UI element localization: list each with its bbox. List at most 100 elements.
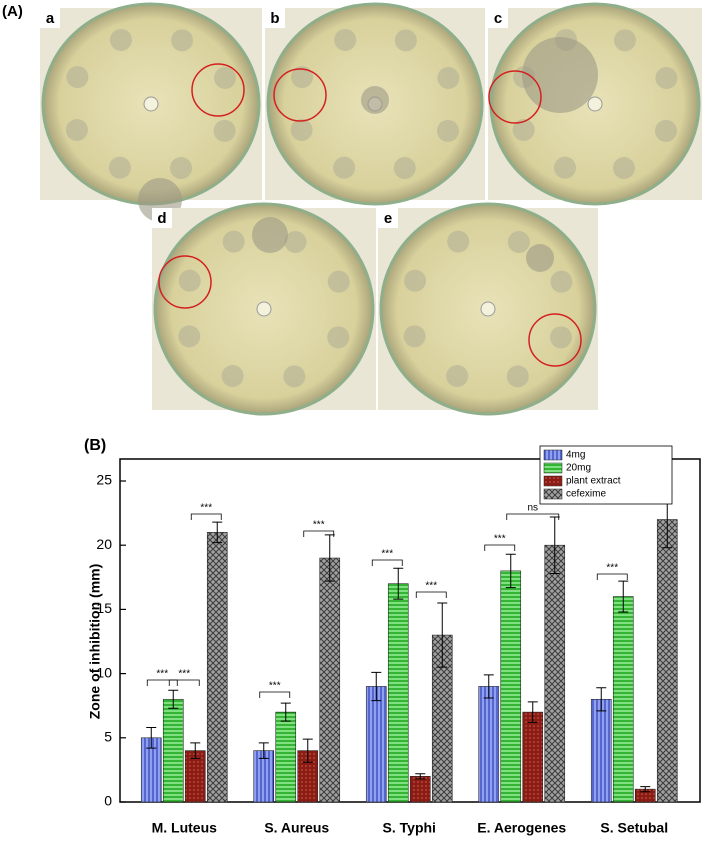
- bar: [522, 711, 544, 803]
- inhibition-zone: [108, 156, 131, 179]
- bar: [590, 698, 612, 803]
- inhibition-zone: [404, 269, 427, 292]
- legend-swatch: [543, 488, 563, 500]
- inhibition-zone: [291, 66, 314, 89]
- highlight-circle: [158, 255, 212, 309]
- inhibition-zone: [178, 325, 201, 348]
- inhibition-zone: [549, 326, 572, 349]
- inhibition-zone: [178, 269, 201, 292]
- bar: [275, 711, 297, 803]
- highlight-circle: [488, 70, 542, 124]
- inhibition-zone: [65, 118, 88, 141]
- inhibition-zone: [446, 364, 469, 387]
- inhibition-zone: [507, 231, 530, 254]
- inhibition-zone: [170, 157, 193, 180]
- error-bar: [146, 727, 157, 749]
- inhibition-zone: [66, 66, 89, 89]
- significance-label: ***: [425, 581, 437, 592]
- error-bar: [258, 742, 269, 759]
- x-tick-label: M. Luteus: [152, 820, 218, 836]
- inhibition-zone: [283, 365, 306, 388]
- inhibition-zone: [171, 29, 194, 52]
- bar: [500, 570, 522, 803]
- error-bar: [168, 689, 179, 709]
- inhibition-zone: [550, 270, 573, 293]
- inhibition-zone: [447, 230, 470, 253]
- plate-label-bg: [488, 8, 508, 28]
- inhibition-zone: [403, 325, 426, 348]
- bar: [319, 557, 341, 803]
- significance-bracket: [146, 679, 178, 686]
- bar-chart: 0 5 10 15 20 25 Zone of inhibition (mm) M. Lute…: [87, 445, 701, 836]
- well: [256, 301, 272, 317]
- legend-swatch: [543, 449, 563, 461]
- bar: [478, 686, 500, 803]
- inhibition-zone: [334, 28, 357, 51]
- inhibition-zone: [512, 118, 535, 141]
- significance-bracket: [168, 679, 200, 686]
- inhibition-zone: [222, 230, 245, 253]
- plate-label: d: [157, 210, 166, 227]
- error-bar: [505, 553, 516, 589]
- y-tick-label: 5: [104, 729, 112, 745]
- inhibition-zone: [214, 67, 237, 90]
- inhibition-zone: [327, 326, 350, 349]
- y-tick-label: 0: [104, 793, 112, 809]
- plate-label: c: [494, 10, 502, 27]
- x-tick-label: S. Typhi: [383, 820, 436, 836]
- x-tick-label: E. Aerogenes: [477, 820, 566, 836]
- bar: [544, 544, 566, 803]
- inhibition-zone: [327, 270, 350, 293]
- inhibition-zone: [612, 157, 635, 180]
- error-bar: [280, 702, 291, 722]
- significance-bracket: [506, 513, 560, 520]
- inhibition-zone: [109, 28, 132, 51]
- significance-label: ***: [494, 534, 506, 545]
- inhibition-zone: [436, 119, 459, 142]
- bar: [387, 583, 409, 803]
- inhibition-zone: [654, 119, 677, 142]
- inhibition-zone: [290, 118, 313, 141]
- error-bar: [596, 687, 607, 712]
- inhibition-zone: [284, 231, 307, 254]
- legend-label: plant extract: [566, 476, 621, 487]
- significance-label: ***: [156, 669, 168, 680]
- plate-photos: a b c d e: [40, 2, 702, 416]
- plate-label-bg: [265, 8, 285, 28]
- bar: [612, 596, 634, 803]
- significance-label: ***: [178, 669, 190, 680]
- error-bar: [302, 738, 313, 763]
- inhibition-zone: [213, 119, 236, 142]
- error-bar: [212, 521, 223, 544]
- inhibition-zone: [252, 217, 288, 253]
- inhibition-zone: [437, 67, 460, 90]
- highlight-circle: [273, 68, 327, 122]
- error-bar: [371, 671, 382, 702]
- well: [587, 96, 603, 112]
- highlight-circle: [528, 313, 582, 367]
- legend-swatch: [543, 475, 563, 487]
- error-bar: [190, 742, 201, 759]
- panel-label: (A): [2, 3, 23, 20]
- significance-label: ***: [269, 681, 281, 692]
- plate-label-bg: [152, 208, 172, 228]
- error-bar: [527, 701, 538, 723]
- y-tick-label: 10: [96, 664, 112, 680]
- inhibition-zone: [221, 364, 244, 387]
- bar: [409, 776, 431, 803]
- x-tick-label: S. Setubal: [600, 820, 668, 836]
- bar: [365, 686, 387, 803]
- y-tick-label: 25: [96, 472, 112, 488]
- inhibition-zone: [393, 157, 416, 180]
- y-tick-label: 15: [96, 600, 112, 616]
- error-bar: [618, 580, 629, 613]
- inhibition-zone: [553, 156, 576, 179]
- inhibition-zone: [333, 156, 356, 179]
- significance-bracket: [259, 691, 291, 698]
- error-bar: [483, 674, 494, 699]
- legend-label: 4mg: [566, 450, 585, 461]
- y-tick-label: 20: [96, 536, 112, 552]
- bar: [162, 698, 184, 803]
- significance-label: ***: [200, 503, 212, 514]
